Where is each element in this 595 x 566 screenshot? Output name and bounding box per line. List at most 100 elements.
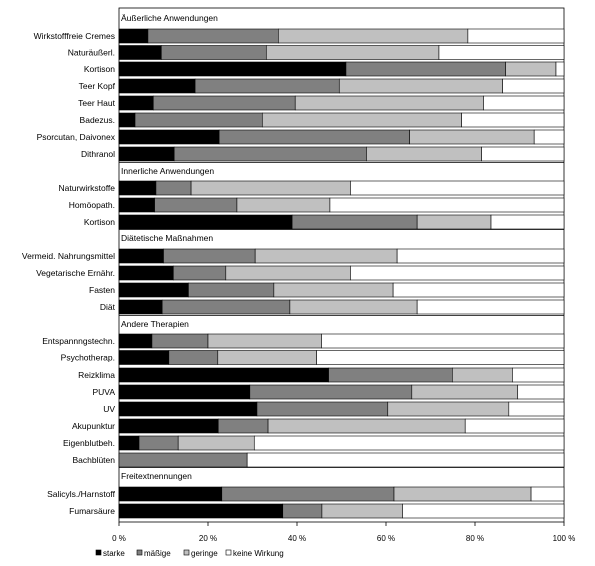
category-label: Eigenblutbeh. (63, 438, 115, 448)
bar-segment (147, 28, 279, 44)
bar-segment (118, 214, 293, 230)
category-label: Teer Haut (78, 98, 115, 108)
bar-segment (118, 248, 164, 264)
bar-segment (289, 299, 418, 315)
bar-segment (236, 197, 331, 213)
bar-segment (221, 486, 395, 502)
bar-segment (118, 28, 149, 44)
bar-segment (438, 45, 565, 60)
bar-segment (118, 299, 163, 315)
bar-segment (118, 418, 219, 434)
bar-segment (261, 112, 462, 128)
bar-segment (173, 146, 367, 162)
bar-segment (118, 486, 223, 502)
legend-label: mäßige (144, 549, 171, 558)
category-label: Fumarsäure (69, 506, 115, 516)
bar-segment (151, 333, 209, 349)
legend-label: starke (103, 549, 125, 558)
category-label: Diät (100, 302, 116, 312)
bar-segment (387, 401, 510, 417)
bar-segment (321, 503, 403, 519)
category-label: Kortison (84, 217, 115, 227)
bar-segment (160, 45, 267, 60)
group-header: Diätetische Maßnahmen (121, 233, 213, 243)
bar-segment (177, 435, 255, 451)
category-label: Salicyls./Harnstoff (47, 489, 116, 499)
bar-segment (294, 95, 484, 111)
group-header: Äußerliche Anwendungen (121, 13, 218, 23)
bar-segment (329, 197, 565, 213)
bar-segment (328, 367, 453, 383)
bar-segment (254, 248, 398, 264)
bar-segment (118, 282, 189, 298)
bar-segment (161, 299, 291, 315)
category-label: Vegetarische Ernähr. (36, 268, 115, 278)
bar-segment (118, 384, 251, 400)
bar-segment (118, 129, 220, 145)
category-label: Badezus. (80, 115, 115, 125)
bar-segment (392, 282, 565, 298)
legend-swatch (225, 549, 232, 556)
bar-segment (118, 78, 196, 94)
bar-segment (464, 418, 565, 434)
group-headers: Äußerliche Anwendungen Innerliche Anwendu… (121, 13, 218, 481)
bar-segment (194, 78, 340, 94)
bar-segment (246, 452, 565, 468)
bar-segment (118, 180, 157, 196)
group-header: Freitextnennungen (121, 471, 192, 481)
bar-segment (172, 265, 227, 281)
legend-swatch (183, 549, 190, 556)
category-label: Dithranol (81, 149, 115, 159)
bar-segment (118, 146, 175, 162)
x-axis: 0 % 20 % 40 % 60 % 80 % 100 % (112, 522, 575, 543)
bar-segment (338, 78, 503, 94)
bar-segment (190, 180, 351, 196)
bar-segment (118, 112, 136, 128)
legend-swatch (136, 549, 143, 556)
bar-segment (118, 503, 284, 519)
bar-segment (366, 146, 482, 162)
bar-segment (225, 265, 351, 281)
bar-segment (555, 61, 565, 77)
bar-segment (249, 384, 413, 400)
bars (118, 28, 565, 519)
bar-segment (134, 112, 263, 128)
bar-segment (517, 384, 565, 400)
legend-label: keine Wirkung (233, 549, 284, 558)
bar-segment (452, 367, 513, 383)
category-label: Kortison (84, 64, 115, 74)
bar-segment (217, 350, 317, 365)
bar-segment (402, 503, 565, 519)
bar-segment (345, 61, 507, 77)
bar-segment (411, 384, 519, 400)
bar-segment (409, 129, 535, 145)
bar-segment (267, 418, 466, 434)
x-tick-label: 40 % (288, 534, 306, 543)
group-header: Andere Therapien (121, 319, 189, 329)
x-tick-label: 100 % (553, 534, 576, 543)
bar-segment (505, 61, 557, 77)
bar-segment (393, 486, 532, 502)
x-tick-label: 60 % (377, 534, 395, 543)
bar-segment (188, 282, 275, 298)
category-label: Bachblüten (72, 455, 115, 465)
bar-segment (118, 61, 347, 77)
bar-segment (321, 333, 565, 349)
category-labels: Wirkstofffreie Cremes Naturäußerl. Kortiso… (22, 31, 116, 516)
bar-segment (118, 367, 329, 383)
bar-segment (316, 350, 565, 365)
category-label: PUVA (92, 387, 115, 397)
category-label: Teer Kopf (79, 81, 116, 91)
bar-segment (118, 197, 155, 213)
legend-swatch (95, 549, 102, 556)
bar-segment (481, 146, 565, 162)
category-label: Psorcutan, Daivonex (37, 132, 116, 142)
bar-segment (533, 129, 565, 145)
bar-segment (256, 401, 389, 417)
bar-segment (461, 112, 565, 128)
category-label: UV (103, 404, 115, 414)
bar-segment (154, 197, 238, 213)
category-label: Fasten (89, 285, 115, 295)
x-tick-label: 20 % (199, 534, 217, 543)
